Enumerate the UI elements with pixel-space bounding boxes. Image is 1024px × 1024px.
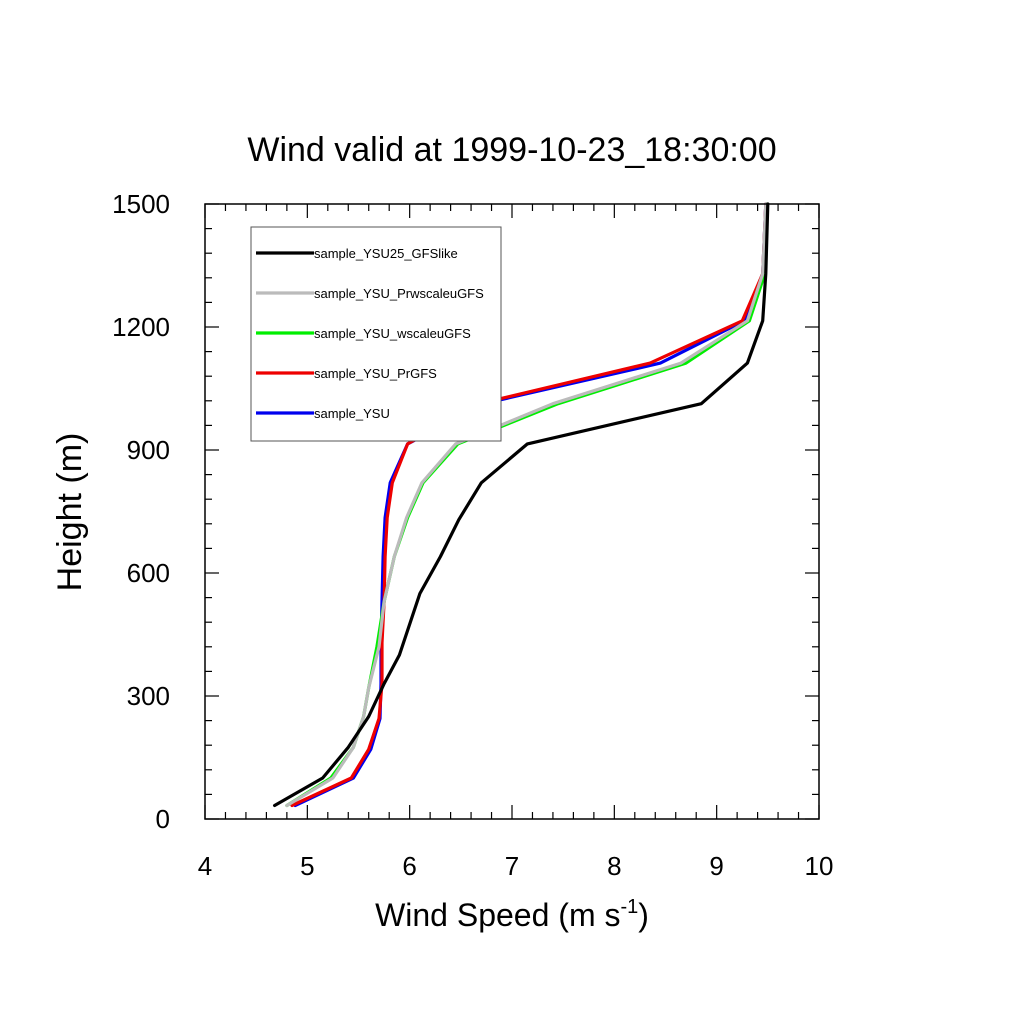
legend-label: sample_YSU_PrGFS (314, 366, 437, 381)
legend-label: sample_YSU_PrwscaleuGFS (314, 286, 484, 301)
x-axis-label-close: ) (638, 897, 649, 933)
x-tick-label: 10 (805, 851, 834, 881)
y-tick-labels: 0 300 600 900 1200 1500 (112, 189, 170, 834)
x-tick-label: 5 (300, 851, 314, 881)
legend-label: sample_YSU25_GFSlike (314, 246, 458, 261)
x-tick-label: 4 (198, 851, 212, 881)
series-line-sample_YSU_PrGFS (290, 202, 768, 808)
x-axis-label: Wind Speed (m s-1) (375, 896, 649, 933)
plot-frame (204, 203, 820, 820)
x-tick-label: 6 (402, 851, 416, 881)
x-tick-label: 8 (607, 851, 621, 881)
y-axis-label: Height (m) (51, 433, 89, 592)
series-line-sample_YSU25_GFSlike (273, 202, 770, 808)
series-lines (273, 202, 770, 808)
legend-label: sample_YSU_wscaleuGFS (314, 326, 471, 341)
y-tick-label: 300 (127, 681, 170, 711)
legend-label: sample_YSU (314, 406, 390, 421)
y-tick-label: 600 (127, 558, 170, 588)
legend-items: sample_YSU25_GFSlike sample_YSU_Prwscaleu… (256, 246, 484, 421)
x-tick-label: 9 (709, 851, 723, 881)
x-axis-label-superscript: -1 (620, 896, 638, 918)
chart-title: Wind valid at 1999-10-23_18:30:00 (247, 131, 776, 169)
y-tick-label: 1500 (112, 189, 170, 219)
x-tick-label: 7 (505, 851, 519, 881)
y-tick-label: 1200 (112, 312, 170, 342)
x-axis-label-main: Wind Speed (m s (375, 897, 620, 933)
y-tick-label: 900 (127, 435, 170, 465)
x-tick-labels: 4 5 6 7 8 9 10 (198, 851, 834, 881)
y-tick-label: 0 (156, 804, 170, 834)
legend: sample_YSU25_GFSlike sample_YSU_Prwscaleu… (250, 226, 502, 442)
